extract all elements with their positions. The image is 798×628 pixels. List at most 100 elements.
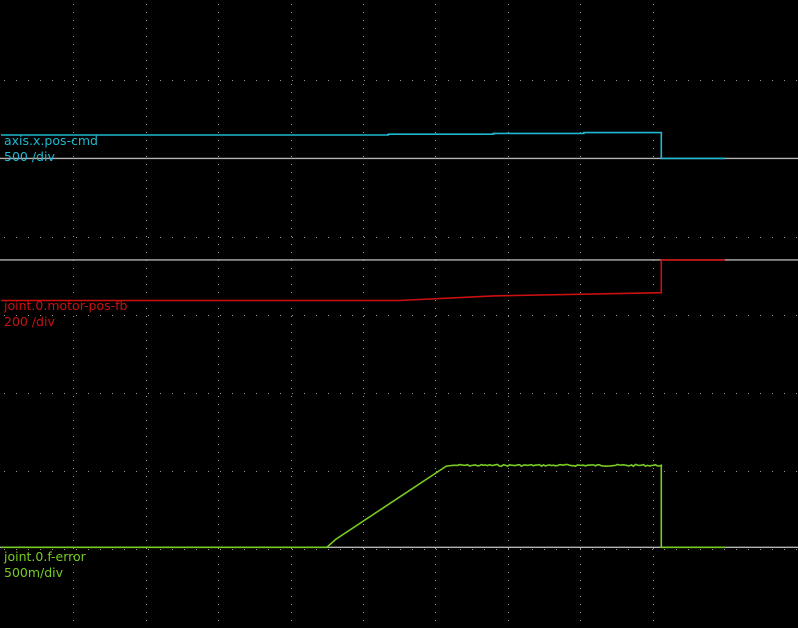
grid-dot — [268, 549, 269, 550]
grid-dot — [532, 393, 533, 394]
grid-dot — [291, 236, 292, 237]
grid-dot — [736, 315, 737, 316]
grid-dot — [748, 315, 749, 316]
grid-dot — [184, 549, 185, 550]
grid-dot — [73, 164, 74, 165]
grid-dot — [435, 468, 436, 469]
grid-dot — [760, 393, 761, 394]
grid-dot — [435, 52, 436, 53]
grid-dot — [363, 500, 364, 501]
grid-dot — [653, 588, 654, 589]
grid-dot — [508, 444, 509, 445]
grid-dot — [146, 212, 147, 213]
grid-dot — [508, 204, 509, 205]
grid-dot — [146, 612, 147, 613]
grid-dot — [73, 148, 74, 149]
grid-dot — [363, 252, 364, 253]
grid-dot — [291, 140, 292, 141]
grid-dot — [580, 204, 581, 205]
grid-dot — [146, 388, 147, 389]
grid-dot — [580, 396, 581, 397]
grid-dot — [146, 476, 147, 477]
grid-dot — [653, 36, 654, 37]
grid-dot — [653, 516, 654, 517]
grid-dot — [291, 396, 292, 397]
grid-dot — [424, 237, 425, 238]
grid-dot — [146, 396, 147, 397]
grid-dot — [291, 228, 292, 229]
grid-dot — [484, 80, 485, 81]
grid-dot — [653, 396, 654, 397]
grid-dot — [244, 237, 245, 238]
grid-dot — [28, 549, 29, 550]
grid-dot — [4, 549, 5, 550]
channel-scale: 500m/div — [4, 565, 64, 580]
grid-dot — [160, 237, 161, 238]
grid-dot — [146, 332, 147, 333]
grid-dot — [160, 315, 161, 316]
grid-dot — [544, 471, 545, 472]
grid-dot — [736, 80, 737, 81]
grid — [4, 4, 797, 621]
grid-dot — [363, 284, 364, 285]
grid-dot — [218, 140, 219, 141]
grid-dot — [218, 268, 219, 269]
grid-dot — [580, 580, 581, 581]
grid-dot — [424, 315, 425, 316]
grid-dot — [580, 516, 581, 517]
grid-dot — [146, 68, 147, 69]
grid-dot — [340, 393, 341, 394]
grid-dot — [580, 564, 581, 565]
grid-dot — [73, 332, 74, 333]
grid-dot — [73, 76, 74, 77]
grid-dot — [304, 393, 305, 394]
grid-dot — [73, 284, 74, 285]
grid-dot — [568, 393, 569, 394]
grid-dot — [363, 108, 364, 109]
grid-dot — [435, 116, 436, 117]
grid-dot — [508, 572, 509, 573]
grid-dot — [772, 549, 773, 550]
grid-dot — [340, 549, 341, 550]
grid-dot — [124, 471, 125, 472]
grid-dot — [64, 549, 65, 550]
grid-dot — [508, 412, 509, 413]
grid-dot — [412, 549, 413, 550]
grid-dot — [73, 180, 74, 181]
grid-dot — [496, 237, 497, 238]
grid-dot — [628, 471, 629, 472]
grid-dot — [146, 604, 147, 605]
grid-dot — [363, 140, 364, 141]
grid-dot — [700, 393, 701, 394]
grid-dot — [580, 12, 581, 13]
grid-dot — [508, 244, 509, 245]
grid-dot — [291, 12, 292, 13]
grid-dot — [653, 556, 654, 557]
grid-dot — [73, 524, 74, 525]
grid-dot — [700, 80, 701, 81]
grid-dot — [628, 237, 629, 238]
grid-dot — [508, 252, 509, 253]
grid-dot — [208, 315, 209, 316]
grid-dot — [146, 308, 147, 309]
grid-dot — [653, 148, 654, 149]
grid-dot — [363, 12, 364, 13]
grid-dot — [640, 80, 641, 81]
grid-dot — [508, 164, 509, 165]
grid-dot — [653, 116, 654, 117]
grid-dot — [448, 80, 449, 81]
grid-dot — [363, 164, 364, 165]
grid-dot — [73, 244, 74, 245]
grid-dot — [508, 284, 509, 285]
grid-dot — [460, 237, 461, 238]
grid-dot — [292, 315, 293, 316]
grid-dot — [435, 588, 436, 589]
grid-dot — [73, 292, 74, 293]
grid-dot — [291, 76, 292, 77]
grid-dot — [580, 548, 581, 549]
grid-dot — [508, 372, 509, 373]
grid-dot — [472, 549, 473, 550]
grid-dot — [580, 540, 581, 541]
grid-dot — [291, 532, 292, 533]
grid-dot — [400, 80, 401, 81]
